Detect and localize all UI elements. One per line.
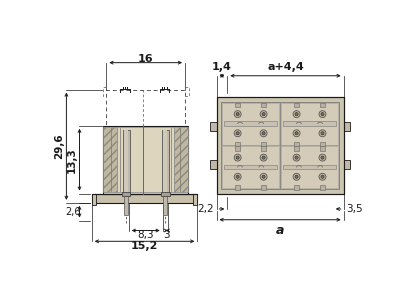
Bar [106, 90, 185, 126]
Circle shape [295, 132, 298, 135]
Circle shape [293, 130, 300, 137]
Bar [92, 194, 197, 203]
Bar [224, 165, 277, 170]
Text: 29,6: 29,6 [54, 133, 64, 159]
Circle shape [260, 154, 267, 161]
Bar [344, 160, 350, 169]
Text: 15,2: 15,2 [131, 241, 158, 251]
Circle shape [319, 111, 326, 118]
Circle shape [234, 154, 241, 161]
Circle shape [234, 173, 241, 180]
Circle shape [262, 156, 265, 159]
Bar [174, 127, 188, 192]
Bar [222, 146, 279, 188]
Bar [124, 130, 128, 194]
Bar [161, 192, 170, 196]
Bar [216, 97, 344, 194]
Circle shape [319, 130, 326, 137]
Bar [283, 165, 336, 170]
Bar [216, 97, 344, 194]
Bar [344, 122, 350, 131]
Circle shape [262, 175, 265, 178]
Bar [320, 103, 325, 107]
Bar [283, 121, 336, 126]
Bar [294, 142, 299, 146]
Bar [164, 130, 167, 194]
Bar [294, 185, 299, 190]
Text: a+4,4: a+4,4 [267, 62, 304, 72]
Circle shape [321, 156, 324, 159]
Bar [103, 126, 188, 194]
Bar [281, 103, 338, 145]
Circle shape [319, 154, 326, 161]
Bar [193, 194, 197, 205]
Bar [123, 130, 130, 194]
Text: 13,3: 13,3 [67, 147, 77, 173]
Text: 8,3: 8,3 [137, 230, 154, 240]
Circle shape [236, 175, 239, 178]
Circle shape [319, 173, 326, 180]
Circle shape [321, 175, 324, 178]
Circle shape [260, 173, 267, 180]
Circle shape [293, 173, 300, 180]
Bar [221, 102, 339, 189]
Circle shape [295, 175, 298, 178]
Bar [281, 146, 338, 188]
Bar [261, 185, 266, 190]
Circle shape [234, 111, 241, 118]
Bar [235, 185, 240, 190]
Text: 2,2: 2,2 [198, 204, 214, 214]
Bar [224, 121, 277, 126]
Bar [235, 103, 240, 107]
Circle shape [293, 154, 300, 161]
Bar [124, 196, 128, 215]
Bar [92, 194, 96, 205]
Bar [117, 127, 174, 192]
Bar [261, 142, 266, 146]
Bar [320, 146, 325, 151]
Text: 16: 16 [138, 54, 154, 64]
Bar [320, 142, 325, 146]
Text: a: a [276, 223, 284, 237]
Bar [261, 103, 266, 107]
Bar [261, 146, 266, 151]
Text: 3,5: 3,5 [346, 204, 362, 214]
Bar [235, 142, 240, 146]
Circle shape [234, 130, 241, 137]
Circle shape [262, 132, 265, 135]
Text: 2,6: 2,6 [65, 207, 80, 217]
Bar [103, 127, 117, 192]
Circle shape [236, 112, 239, 116]
Circle shape [321, 132, 324, 135]
Circle shape [295, 156, 298, 159]
Circle shape [262, 112, 265, 116]
Circle shape [295, 112, 298, 116]
Bar [122, 192, 130, 196]
Circle shape [321, 112, 324, 116]
Bar [294, 103, 299, 107]
Bar [222, 103, 279, 145]
Circle shape [236, 132, 239, 135]
Circle shape [260, 111, 267, 118]
Bar [164, 196, 167, 215]
Bar [162, 130, 169, 194]
Bar [294, 146, 299, 151]
Bar [235, 146, 240, 151]
Bar [210, 122, 216, 131]
Text: 1,4: 1,4 [212, 62, 232, 72]
Bar [320, 185, 325, 190]
Circle shape [236, 156, 239, 159]
Text: 3: 3 [163, 230, 170, 240]
Bar [210, 160, 216, 169]
Circle shape [260, 130, 267, 137]
Circle shape [293, 111, 300, 118]
